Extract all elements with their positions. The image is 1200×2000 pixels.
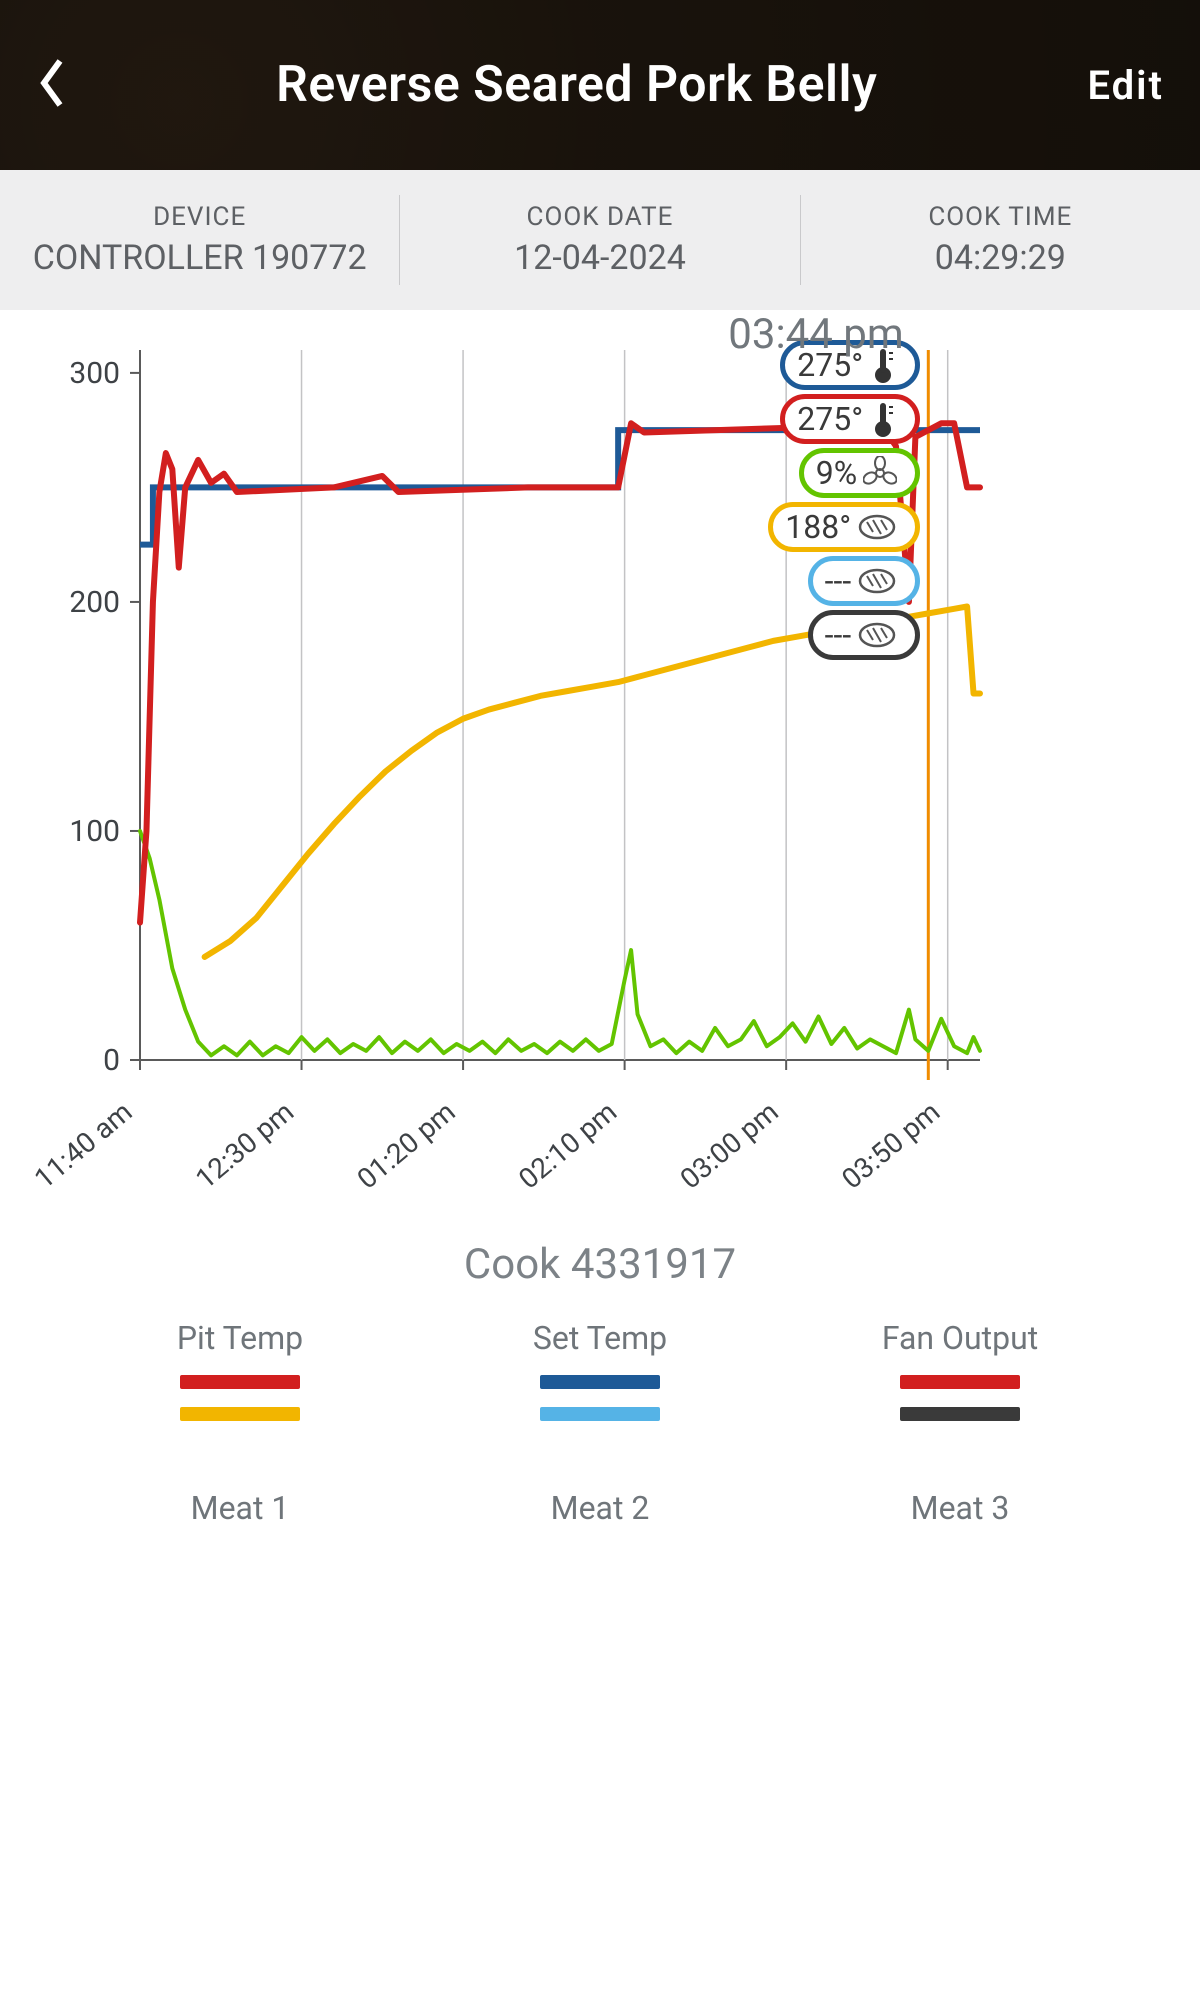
header-bar: Reverse Seared Pork Belly Edit bbox=[0, 0, 1200, 170]
legend-label: Meat 3 bbox=[780, 1489, 1140, 1527]
legend-label: Meat 2 bbox=[420, 1489, 780, 1527]
pill-stack: 275°275°9%188°------ bbox=[768, 340, 920, 660]
edit-button[interactable]: Edit bbox=[1087, 62, 1164, 109]
svg-text:0: 0 bbox=[103, 1043, 120, 1078]
svg-text:100: 100 bbox=[69, 814, 120, 849]
legend-swatch-row2-0 bbox=[60, 1407, 420, 1421]
svg-text:11:40 am: 11:40 am bbox=[28, 1095, 138, 1195]
legend-swatch bbox=[180, 1375, 300, 1389]
legend-fan-output: Fan Output bbox=[780, 1319, 1140, 1389]
legend-label: Meat 1 bbox=[60, 1489, 420, 1527]
legend-swatch-row2-2 bbox=[780, 1407, 1140, 1421]
legend-row-1b bbox=[0, 1407, 1200, 1421]
legend-swatch bbox=[900, 1375, 1020, 1389]
svg-text:300: 300 bbox=[69, 356, 120, 391]
legend-meat-3: Meat 3 bbox=[780, 1451, 1140, 1527]
meat3-pill[interactable]: --- bbox=[808, 610, 921, 660]
meat2-pill[interactable]: --- bbox=[808, 556, 921, 606]
legend-meat-2: Meat 2 bbox=[420, 1451, 780, 1527]
legend-swatch bbox=[180, 1407, 300, 1421]
legend-pit-temp: Pit Temp bbox=[60, 1319, 420, 1389]
cooktime-label: COOK TIME bbox=[801, 202, 1200, 232]
pill-value: 275° bbox=[797, 400, 863, 438]
device-value: CONTROLLER 190772 bbox=[0, 238, 399, 278]
back-button[interactable] bbox=[36, 57, 66, 113]
pill-value: 9% bbox=[816, 454, 857, 492]
legend-swatch bbox=[900, 1407, 1020, 1421]
legend-row-1: Pit TempSet TempFan Output bbox=[0, 1319, 1200, 1389]
legend-swatch-row2-1 bbox=[420, 1407, 780, 1421]
fan-icon bbox=[863, 456, 897, 490]
thermo-icon bbox=[869, 399, 897, 439]
legend-set-temp: Set Temp bbox=[420, 1319, 780, 1389]
legend-meat-1: Meat 1 bbox=[60, 1451, 420, 1527]
legend-label: Pit Temp bbox=[60, 1319, 420, 1357]
meat-icon bbox=[857, 512, 897, 542]
page-title: Reverse Seared Pork Belly bbox=[66, 56, 1087, 114]
svg-text:200: 200 bbox=[69, 585, 120, 620]
cook-id: Cook 4331917 bbox=[0, 1240, 1200, 1289]
device-cell: DEVICE CONTROLLER 190772 bbox=[0, 195, 400, 285]
legend-row-2: Meat 1Meat 2Meat 3 bbox=[0, 1451, 1200, 1527]
meat-icon bbox=[857, 566, 897, 596]
cook-chart[interactable]: 11:40 am 12:30 pm 01:20 pm 02:10 pm 03:00 pm… bbox=[20, 320, 1180, 1200]
fan-pill[interactable]: 9% bbox=[799, 448, 920, 498]
meat1-pill[interactable]: 188° bbox=[768, 502, 920, 552]
legend-swatch bbox=[540, 1407, 660, 1421]
pill-value: 188° bbox=[785, 508, 851, 546]
pill-value: --- bbox=[825, 616, 852, 654]
device-label: DEVICE bbox=[0, 202, 399, 232]
cooktime-value: 04:29:29 bbox=[801, 238, 1200, 278]
svg-text:03:00 pm: 03:00 pm bbox=[674, 1095, 785, 1195]
chart-area[interactable]: 11:40 am 12:30 pm 01:20 pm 02:10 pm 03:00 pm… bbox=[0, 310, 1200, 1200]
svg-text:12:30 pm: 12:30 pm bbox=[189, 1095, 300, 1195]
svg-text:03:50 pm: 03:50 pm bbox=[835, 1095, 946, 1195]
legend-label: Fan Output bbox=[780, 1319, 1140, 1357]
svg-text:01:20 pm: 01:20 pm bbox=[351, 1095, 462, 1195]
cookdate-value: 12-04-2024 bbox=[400, 238, 799, 278]
cookdate-cell: COOK DATE 12-04-2024 bbox=[400, 195, 800, 285]
cooktime-cell: COOK TIME 04:29:29 bbox=[801, 195, 1200, 285]
time-readout: 03:44 pm bbox=[728, 310, 903, 359]
meat-icon bbox=[857, 620, 897, 650]
legend-label: Set Temp bbox=[420, 1319, 780, 1357]
svg-text:02:10 pm: 02:10 pm bbox=[512, 1095, 623, 1195]
pit-temp-pill[interactable]: 275° bbox=[780, 394, 920, 444]
legend-swatch bbox=[540, 1375, 660, 1389]
pill-value: --- bbox=[825, 562, 852, 600]
info-bar: DEVICE CONTROLLER 190772 COOK DATE 12-04… bbox=[0, 170, 1200, 310]
cookdate-label: COOK DATE bbox=[400, 202, 799, 232]
